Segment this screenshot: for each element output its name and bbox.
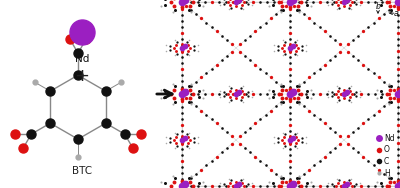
Text: O: O (384, 145, 390, 154)
Text: BTC: BTC (72, 166, 92, 176)
Bar (182, 2, 398, 186)
Text: Nd: Nd (75, 54, 89, 64)
Text: Nd: Nd (384, 134, 395, 143)
Text: H: H (384, 169, 390, 178)
Text: +: + (74, 67, 90, 85)
Text: a: a (394, 9, 398, 18)
Text: C: C (384, 157, 389, 166)
Text: b: b (376, 2, 380, 11)
